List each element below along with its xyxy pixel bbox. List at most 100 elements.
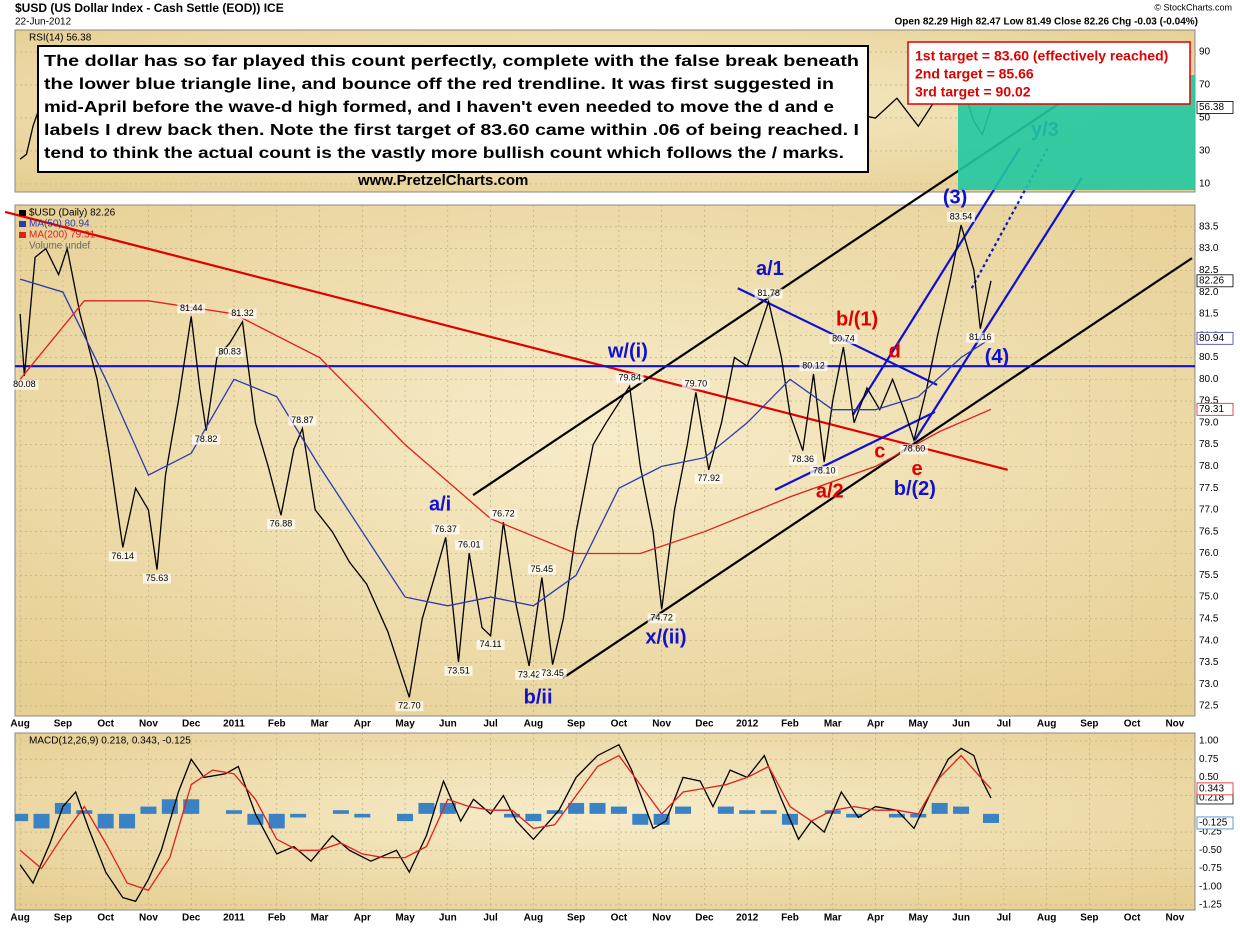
series-line	[19, 300, 992, 555]
point-label-bg	[647, 613, 676, 624]
x-tick-label: Nov	[139, 719, 158, 730]
last-value-box	[1196, 331, 1234, 345]
histogram-bar	[140, 806, 157, 814]
x-tick-label: Feb	[781, 719, 799, 730]
point-label-bg	[947, 212, 976, 223]
histogram-bar	[888, 813, 905, 818]
histogram-bar	[161, 799, 178, 814]
point-label: 76.72	[492, 509, 515, 519]
x-tick-label: Sep	[567, 719, 585, 730]
point-label: 74.11	[480, 639, 502, 649]
y-tick-label: 80.0	[1199, 374, 1219, 385]
legend-swatch	[19, 232, 26, 238]
last-value-label: 80.94	[1199, 333, 1224, 344]
histogram-bar	[675, 806, 692, 814]
comment-line: the lower blue triangle line, and bounce…	[44, 76, 834, 93]
histogram-bar	[846, 813, 863, 818]
point-label-bg	[228, 308, 257, 319]
x-tick-label: Jun	[952, 913, 970, 924]
point-label: 80.08	[13, 379, 36, 389]
x-tick-label: Jul	[483, 719, 498, 730]
y-tick-label: 82.5	[1199, 265, 1219, 276]
last-value-label: 0.343	[1199, 784, 1224, 795]
chart-date: 22-Jun-2012	[15, 17, 72, 28]
histogram-bar	[931, 802, 948, 814]
y-tick-label: 74.5	[1199, 613, 1219, 624]
target: 2nd target = 85.66	[915, 66, 1034, 82]
trendline	[774, 410, 936, 491]
y-tick-label: 75.0	[1199, 592, 1219, 603]
series-line	[19, 278, 992, 607]
point-label: 72.70	[398, 701, 421, 711]
x-tick-label: 2012	[736, 913, 759, 924]
point-label-bg	[142, 573, 171, 584]
point-label: 78.87	[291, 415, 314, 425]
x-tick-label: Aug	[1037, 719, 1056, 730]
y-tick-label: 50	[1199, 113, 1211, 124]
histogram-bar	[397, 813, 414, 822]
x-tick-label: 2011	[223, 913, 245, 924]
wave-label: c	[874, 440, 885, 462]
chart-symbol: $USD (US Dollar Index - Cash Settle (EOD…	[15, 1, 284, 15]
targets-box	[907, 41, 1191, 105]
point-label: 75.45	[531, 564, 554, 574]
histogram-bar	[632, 813, 649, 825]
histogram-bar	[354, 813, 371, 818]
x-tick-label: Feb	[268, 719, 286, 730]
point-label: 78.82	[195, 434, 218, 444]
wave-label: (3)	[943, 186, 967, 208]
trendline	[851, 147, 1022, 416]
comment-line: mid-April before the wave-d high formed,…	[44, 99, 834, 116]
x-tick-label: Mar	[824, 913, 842, 924]
point-label-bg	[215, 347, 244, 358]
y-tick-label: 79.5	[1199, 396, 1219, 407]
trendline	[4, 210, 1008, 471]
source: © StockCharts.com	[1154, 2, 1232, 12]
histogram-bar	[739, 810, 756, 814]
histogram-bar	[503, 813, 520, 818]
comment-line: tend to think the actual count is the va…	[44, 145, 844, 162]
x-tick-label: Aug	[10, 719, 29, 730]
wave-label: a/i	[429, 493, 451, 515]
x-tick-label: Dec	[695, 913, 714, 924]
point-label-bg	[267, 519, 296, 530]
x-tick-label: Nov	[1165, 719, 1184, 730]
point-label-bg	[288, 415, 317, 426]
website: www.PretzelCharts.com	[357, 172, 528, 189]
y-tick-label: 82.0	[1199, 287, 1219, 298]
comment-line: labels I drew back then. Note the first …	[44, 122, 859, 139]
point-label-bg	[395, 701, 424, 712]
x-tick-label: Sep	[567, 913, 585, 924]
y-tick-label: 10	[1199, 179, 1211, 190]
point-label-bg	[489, 509, 518, 520]
y-tick-label: -1.00	[1199, 881, 1222, 892]
point-label: 78.36	[792, 454, 815, 464]
x-tick-label: Apr	[354, 913, 371, 924]
x-tick-label: Feb	[781, 913, 799, 924]
y-tick-label: 0.75	[1199, 754, 1219, 765]
point-label-bg	[177, 303, 206, 314]
histogram-bar	[953, 806, 970, 814]
point-label: 74.72	[650, 613, 673, 623]
last-value-label: 82.26	[1199, 275, 1224, 286]
last-value-box	[1196, 402, 1234, 416]
point-label: 78.60	[903, 444, 926, 454]
point-label: 79.70	[685, 379, 708, 389]
x-tick-label: 2012	[736, 719, 759, 730]
wave-label: (4)	[985, 346, 1009, 368]
histogram-bar	[439, 802, 456, 814]
point-label: 76.01	[458, 539, 481, 549]
y-tick-label: 0.50	[1199, 772, 1219, 783]
y-tick-label: -0.75	[1199, 863, 1222, 874]
histogram-bar	[15, 813, 29, 822]
x-tick-label: Jul	[997, 719, 1012, 730]
histogram-bar	[247, 813, 264, 825]
x-tick-label: Dec	[182, 913, 201, 924]
y-tick-label: 79.0	[1199, 417, 1219, 428]
wave-label: b/(2)	[894, 478, 936, 500]
y-tick-label: -0.25	[1199, 827, 1222, 838]
point-label-bg	[829, 334, 858, 345]
point-label: 80.83	[218, 346, 241, 356]
quote: Open 82.29 High 82.47 Low 81.49 Close 82…	[895, 17, 1198, 28]
histogram-bar	[76, 810, 93, 814]
